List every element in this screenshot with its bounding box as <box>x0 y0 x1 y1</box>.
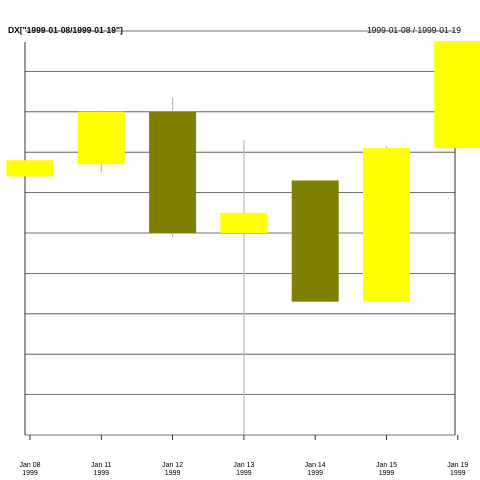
x-tick-label-date: Jan 15 <box>376 462 397 469</box>
x-tick-label-year: 1999 <box>236 470 252 477</box>
candle-body <box>220 212 268 233</box>
x-tick-label-year: 1999 <box>450 470 466 477</box>
candle <box>220 140 268 435</box>
x-tick-label-date: Jan 08 <box>19 462 40 469</box>
x-tick-label-date: Jan 14 <box>305 462 326 469</box>
candle-body <box>149 111 197 233</box>
chart-title: DX["1999-01-08/1999-01-19"] <box>8 25 123 35</box>
candle <box>6 160 54 177</box>
candle-body <box>291 180 339 302</box>
candle <box>77 111 125 173</box>
candle-body <box>77 111 125 165</box>
x-tick-label-year: 1999 <box>165 470 181 477</box>
candle <box>363 146 410 302</box>
candle-body <box>6 160 54 177</box>
candle <box>291 180 339 302</box>
candle-body <box>434 41 480 149</box>
x-tick-label-date: Jan 12 <box>162 462 183 469</box>
candle-body <box>363 148 410 302</box>
x-tick-label-year: 1999 <box>94 470 110 477</box>
x-tick-label-year: 1999 <box>22 470 38 477</box>
x-tick-label-year: 1999 <box>307 470 323 477</box>
date-range-label: 1999-01-08 / 1999-01-19 <box>366 25 461 35</box>
candle <box>149 97 197 238</box>
x-tick-label-date: Jan 19 <box>447 462 468 469</box>
x-tick-label-date: Jan 11 <box>91 462 112 469</box>
x-tick-label-year: 1999 <box>379 470 395 477</box>
candles <box>6 41 480 435</box>
candle <box>434 41 480 149</box>
x-tick-label-date: Jan 13 <box>233 462 254 469</box>
